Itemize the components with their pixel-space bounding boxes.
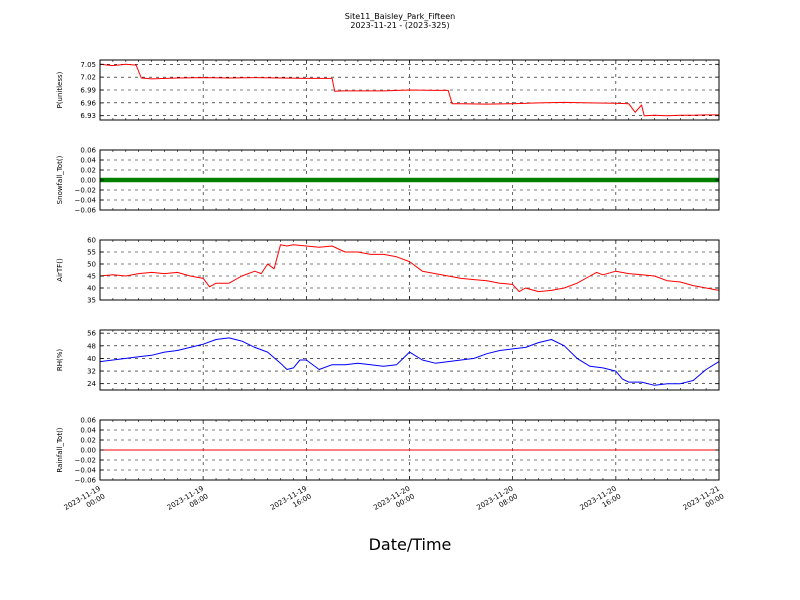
y-tick-label: 0.00: [80, 447, 96, 455]
y-tick-label: 24: [87, 380, 96, 388]
y-tick-label: 6.96: [80, 99, 96, 107]
x-axis-label: Date/Time: [369, 535, 452, 554]
y-tick-label: 45: [87, 273, 96, 281]
y-axis-label: Rainfall_Tot(): [56, 427, 64, 472]
y-tick-label: 0.02: [80, 437, 96, 445]
y-tick-label: 0.06: [80, 147, 96, 155]
y-tick-label: 48: [87, 342, 96, 350]
series-line: [100, 63, 719, 117]
y-tick-label: 6.99: [80, 87, 96, 95]
plot-frame: [99, 239, 720, 301]
y-axis-label: AirTF(): [56, 258, 64, 282]
figure-subtitle: 2023-11-21 - (2023-325): [350, 21, 449, 30]
y-tick-label: 50: [87, 261, 96, 269]
panel-1: 7.05 7.02 6.99 6.96 6.93 P(unitless): [56, 59, 720, 121]
y-tick-label: 7.05: [80, 61, 96, 69]
y-tick-label: −0.04: [75, 197, 97, 205]
panel-2: 0.06 0.04 0.02 0.00 −0.02 −0.04 −0.06 Snowfall_…: [56, 147, 720, 215]
y-axis-label: RH(%): [56, 349, 64, 372]
y-tick-label: 7.02: [80, 74, 96, 82]
panel-4: 56 48 40 32 24 RH(%): [56, 329, 720, 391]
panels: 7.057.026.996.966.93P(unitless)0.060.040…: [56, 59, 720, 485]
y-tick-label: 0.06: [80, 417, 96, 425]
y-tick-label: 0.04: [80, 427, 96, 435]
y-tick-label: −0.02: [75, 187, 96, 195]
panel-3: 60 55 50 45 40 35 AirTF(): [56, 237, 720, 305]
y-tick-label: 0.00: [80, 177, 96, 185]
y-tick-label: 40: [87, 355, 96, 363]
y-tick-label: −0.06: [75, 477, 97, 485]
y-tick-label: 32: [87, 368, 96, 376]
y-tick-label: 0.04: [80, 157, 96, 165]
y-tick-label: 6.93: [80, 112, 96, 120]
y-tick-label: −0.02: [75, 457, 96, 465]
y-tick-label: 55: [87, 249, 96, 257]
y-tick-label: −0.06: [75, 207, 97, 215]
y-tick-label: 40: [87, 285, 96, 293]
panel-5: 0.06 0.04 0.02 0.00 −0.02 −0.04 −0.06 Rainfall_…: [56, 417, 720, 485]
y-tick-label: 60: [87, 237, 96, 245]
y-tick-label: 56: [87, 330, 96, 338]
plot-frame: [99, 329, 720, 391]
y-tick-label: 0.02: [80, 167, 96, 175]
y-axis-label: Snowfall_Tot(): [56, 155, 64, 204]
series-line: [100, 244, 719, 293]
y-tick-label: −0.04: [75, 467, 97, 475]
series-line: [100, 337, 719, 386]
figure-title: Site11_Baisley_Park_Fifteen: [345, 12, 455, 21]
y-axis-label: P(unitless): [56, 71, 64, 108]
y-tick-label: 35: [87, 297, 96, 305]
